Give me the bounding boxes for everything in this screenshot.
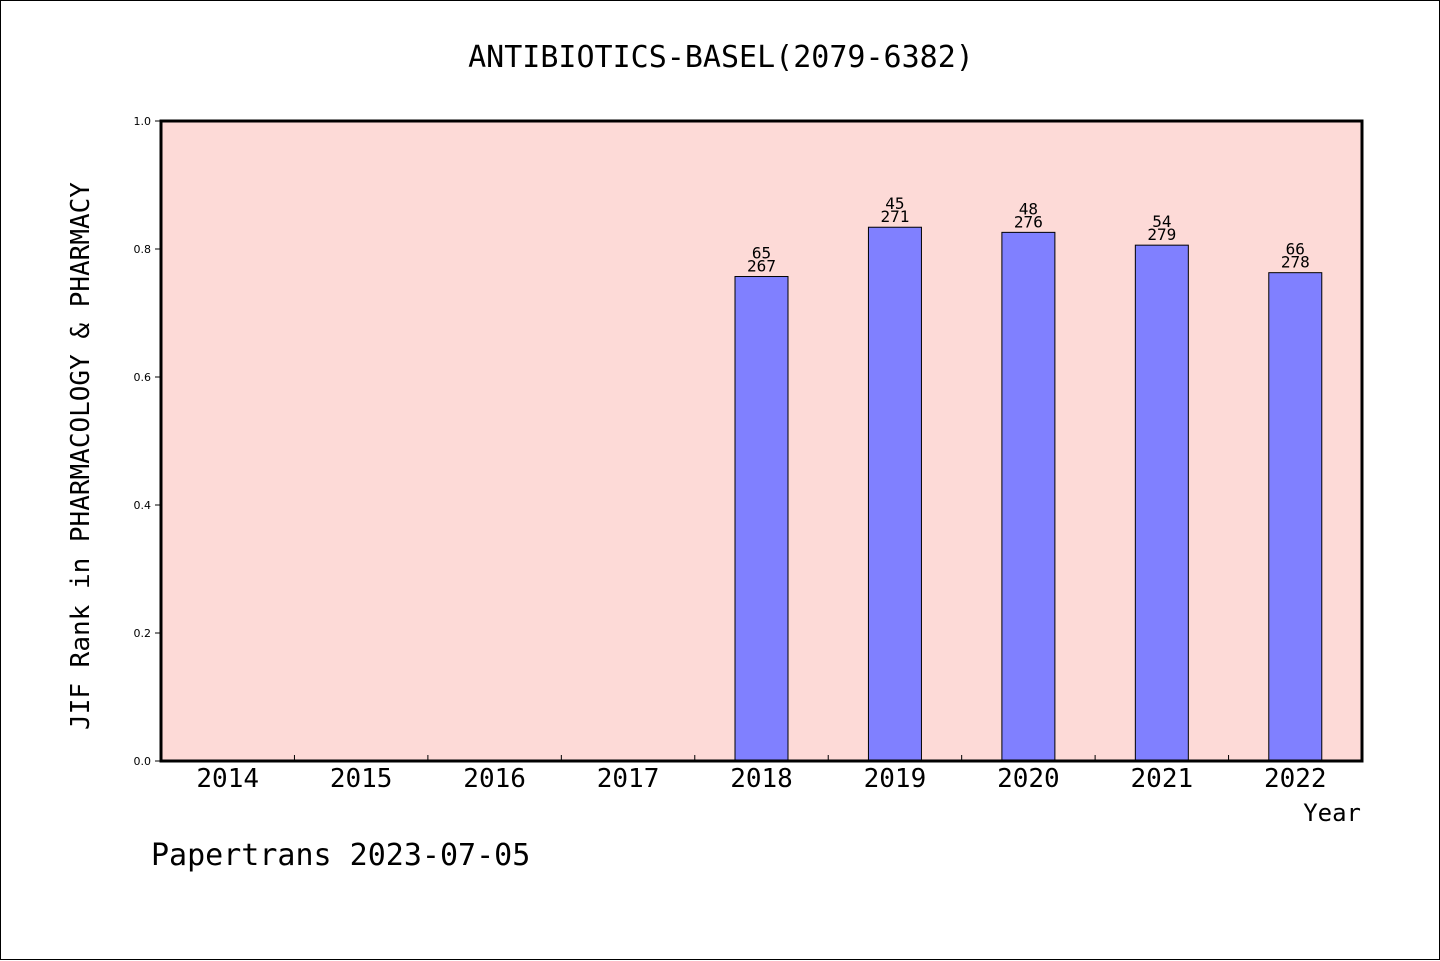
chart-title: ANTIBIOTICS-BASEL(2079-6382) <box>468 40 974 75</box>
bar-2018 <box>734 276 789 762</box>
x-tick-label: 2016 <box>463 764 526 794</box>
y-axis: 0.0 0.2 0.4 0.6 0.8 1.0 <box>134 115 161 768</box>
x-tick-label: 2019 <box>864 764 927 794</box>
x-axis-label: Year <box>1303 799 1361 827</box>
y-axis-label: JIF Rank in PHARMACOLOGY & PHARMACY <box>66 182 96 730</box>
bar-2022 <box>1268 272 1323 762</box>
bar-rank-label: 65 <box>752 244 771 263</box>
x-tick-label: 2015 <box>330 764 393 794</box>
bar-total-label: 276 <box>1014 212 1043 231</box>
footer-text: Papertrans 2023-07-05 <box>151 838 530 873</box>
bar-2020 <box>1001 231 1056 762</box>
bar-total-label: 279 <box>1147 225 1176 244</box>
bar-rank-label: 54 <box>1152 212 1171 231</box>
x-tick-label: 2021 <box>1131 764 1194 794</box>
bar-total-label: 267 <box>747 257 776 276</box>
x-tick-label: 2022 <box>1264 764 1327 794</box>
y-tick-label: 0.8 <box>134 243 152 256</box>
x-tick-label: 2017 <box>597 764 660 794</box>
y-tick-label: 1.0 <box>134 115 152 128</box>
x-tick-label: 2018 <box>730 764 793 794</box>
y-tick-label: 0.6 <box>134 371 152 384</box>
bar-rank-label: 66 <box>1286 240 1305 259</box>
bar-total-label: 278 <box>1281 253 1310 272</box>
y-tick-label: 0.0 <box>134 755 152 768</box>
y-tick-label: 0.4 <box>134 499 152 512</box>
x-tick-label: 2014 <box>196 764 259 794</box>
x-axis: 2014 2015 2016 2017 2018 2019 2020 2021 2022 <box>196 755 1327 794</box>
plot-border <box>159 119 1364 763</box>
bar-rank-label: 45 <box>885 194 904 213</box>
bar-total-label: 271 <box>880 207 909 226</box>
bar-2021 <box>1134 244 1189 762</box>
bar-rank-label: 48 <box>1019 199 1038 218</box>
x-tick-label: 2020 <box>997 764 1060 794</box>
bar-2019 <box>867 226 922 762</box>
y-tick-label: 0.2 <box>134 627 152 640</box>
